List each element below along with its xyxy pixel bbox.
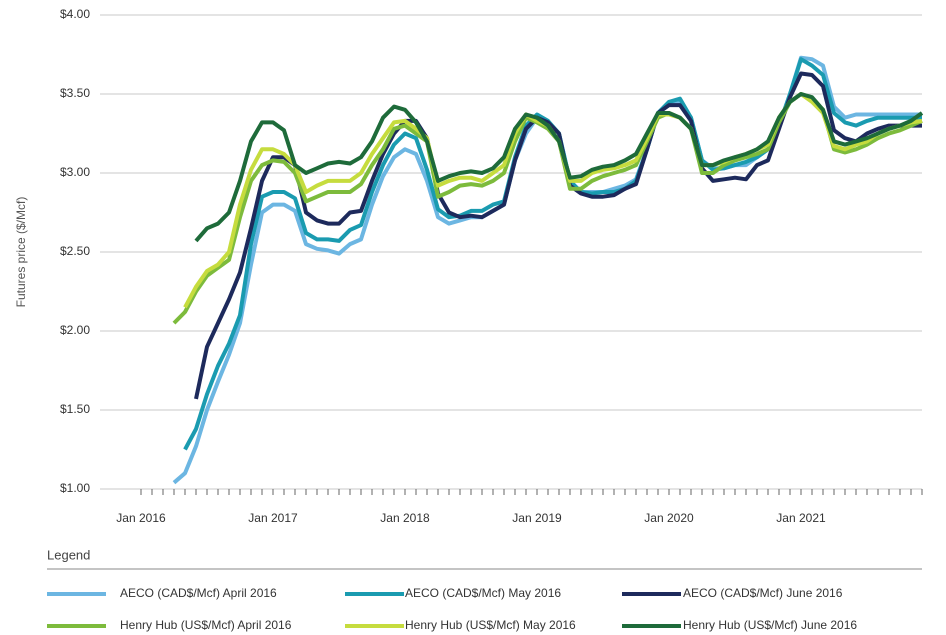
y-tick-label: $3.00 — [60, 165, 90, 179]
x-tick-label: Jan 2020 — [644, 511, 694, 525]
x-tick-label: Jan 2018 — [380, 511, 430, 525]
y-tick-label: $4.00 — [60, 7, 90, 21]
y-tick-label: $3.50 — [60, 86, 90, 100]
series-line — [183, 57, 922, 451]
y-tick-label: $2.50 — [60, 244, 90, 258]
legend-label: AECO (CAD$/Mcf) April 2016 — [120, 586, 277, 600]
y-tick-label: $1.50 — [60, 402, 90, 416]
legend-label: Henry Hub (US$/Mcf) April 2016 — [120, 618, 292, 632]
legend-label: AECO (CAD$/Mcf) May 2016 — [405, 586, 561, 600]
legend-label: AECO (CAD$/Mcf) June 2016 — [683, 586, 843, 600]
legend-label: Henry Hub (US$/Mcf) June 2016 — [683, 618, 857, 632]
x-tick-label: Jan 2019 — [512, 511, 562, 525]
y-tick-label: $2.00 — [60, 323, 90, 337]
x-tick-label: Jan 2021 — [776, 511, 826, 525]
series-line — [194, 71, 922, 400]
legend-title: Legend — [47, 547, 90, 562]
x-tick-label: Jan 2017 — [248, 511, 298, 525]
legend-label: Henry Hub (US$/Mcf) May 2016 — [405, 618, 576, 632]
x-tick-label: Jan 2016 — [116, 511, 166, 525]
y-axis-label: Futures price ($/Mcf) — [14, 197, 28, 308]
series-line — [194, 92, 924, 243]
y-tick-label: $1.00 — [60, 481, 90, 495]
